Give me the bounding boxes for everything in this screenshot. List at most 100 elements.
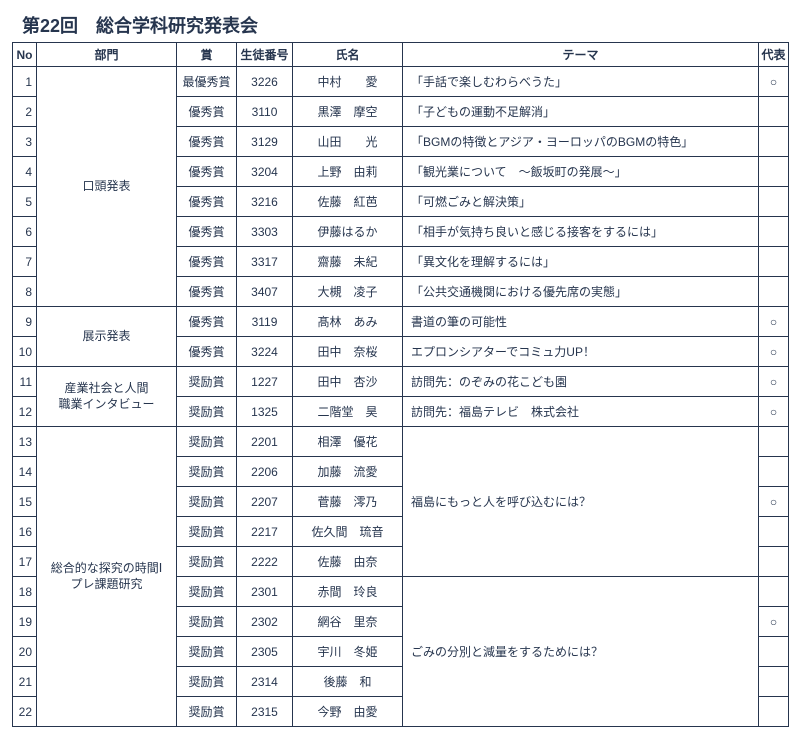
cell-rep <box>759 667 789 697</box>
cell-rep <box>759 217 789 247</box>
cell-id: 2314 <box>237 667 293 697</box>
cell-theme: 福島にもっと人を呼び込むには？ <box>403 427 759 577</box>
cell-name: 佐藤 紅芭 <box>293 187 403 217</box>
cell-theme: 「公共交通機関における優先席の実態」 <box>403 277 759 307</box>
cell-theme: エプロンシアターでコミュ力UP！ <box>403 337 759 367</box>
cell-award: 最優秀賞 <box>177 67 237 97</box>
cell-id: 2222 <box>237 547 293 577</box>
cell-no: 18 <box>13 577 37 607</box>
cell-name: 宇川 冬姫 <box>293 637 403 667</box>
cell-id: 3303 <box>237 217 293 247</box>
cell-name: 菅藤 澪乃 <box>293 487 403 517</box>
cell-award: 優秀賞 <box>177 217 237 247</box>
cell-rep <box>759 247 789 277</box>
cell-rep: ○ <box>759 397 789 427</box>
cell-name: 後藤 和 <box>293 667 403 697</box>
cell-award: 優秀賞 <box>177 187 237 217</box>
cell-award: 奨励賞 <box>177 457 237 487</box>
cell-id: 2315 <box>237 697 293 727</box>
cell-dept: 産業社会と人間 職業インタビュー <box>37 367 177 427</box>
cell-id: 3119 <box>237 307 293 337</box>
cell-rep: ○ <box>759 67 789 97</box>
cell-id: 3216 <box>237 187 293 217</box>
cell-rep <box>759 517 789 547</box>
cell-id: 3224 <box>237 337 293 367</box>
cell-dept: 総合的な探究の時間Ⅰ プレ課題研究 <box>37 427 177 727</box>
cell-rep <box>759 577 789 607</box>
col-header-theme: テーマ <box>403 43 759 67</box>
cell-award: 優秀賞 <box>177 307 237 337</box>
cell-no: 13 <box>13 427 37 457</box>
cell-rep <box>759 187 789 217</box>
cell-award: 奨励賞 <box>177 697 237 727</box>
cell-award: 奨励賞 <box>177 667 237 697</box>
col-header-name: 氏名 <box>293 43 403 67</box>
cell-id: 3204 <box>237 157 293 187</box>
cell-award: 奨励賞 <box>177 367 237 397</box>
table-row: 11産業社会と人間 職業インタビュー奨励賞1227田中 杏沙訪問先：のぞみの花こ… <box>13 367 789 397</box>
col-header-award: 賞 <box>177 43 237 67</box>
cell-award: 優秀賞 <box>177 127 237 157</box>
cell-no: 15 <box>13 487 37 517</box>
cell-id: 3226 <box>237 67 293 97</box>
cell-name: 田中 奈桜 <box>293 337 403 367</box>
cell-award: 優秀賞 <box>177 157 237 187</box>
cell-no: 3 <box>13 127 37 157</box>
cell-no: 19 <box>13 607 37 637</box>
cell-id: 1325 <box>237 397 293 427</box>
cell-theme: 「子どもの運動不足解消」 <box>403 97 759 127</box>
cell-name: 上野 由莉 <box>293 157 403 187</box>
cell-no: 4 <box>13 157 37 187</box>
cell-theme: 「BGMの特徴とアジア・ヨーロッパのBGMの特色」 <box>403 127 759 157</box>
cell-id: 2207 <box>237 487 293 517</box>
cell-rep <box>759 277 789 307</box>
cell-no: 7 <box>13 247 37 277</box>
cell-id: 2301 <box>237 577 293 607</box>
cell-award: 優秀賞 <box>177 337 237 367</box>
cell-name: 黒澤 摩空 <box>293 97 403 127</box>
cell-award: 奨励賞 <box>177 637 237 667</box>
cell-award: 優秀賞 <box>177 277 237 307</box>
cell-rep <box>759 97 789 127</box>
cell-award: 奨励賞 <box>177 547 237 577</box>
cell-no: 22 <box>13 697 37 727</box>
page-title: 第22回 総合学科研究発表会 <box>22 12 788 38</box>
col-header-id: 生徒番号 <box>237 43 293 67</box>
cell-name: 網谷 里奈 <box>293 607 403 637</box>
cell-rep: ○ <box>759 487 789 517</box>
col-header-rep: 代表 <box>759 43 789 67</box>
cell-theme: ごみの分別と減量をするためには？ <box>403 577 759 727</box>
cell-dept: 口頭発表 <box>37 67 177 307</box>
cell-id: 2217 <box>237 517 293 547</box>
cell-name: 加藤 流愛 <box>293 457 403 487</box>
cell-name: 髙林 あみ <box>293 307 403 337</box>
cell-rep <box>759 637 789 667</box>
cell-name: 大槻 凌子 <box>293 277 403 307</box>
cell-award: 奨励賞 <box>177 487 237 517</box>
cell-no: 6 <box>13 217 37 247</box>
cell-award: 奨励賞 <box>177 607 237 637</box>
table-row: 1口頭発表最優秀賞3226中村 愛「手話で楽しむわらべうた」○ <box>13 67 789 97</box>
cell-theme: 「観光業について ～飯坂町の発展～」 <box>403 157 759 187</box>
cell-theme: 書道の筆の可能性 <box>403 307 759 337</box>
cell-no: 11 <box>13 367 37 397</box>
cell-name: 赤間 玲良 <box>293 577 403 607</box>
cell-no: 12 <box>13 397 37 427</box>
cell-no: 9 <box>13 307 37 337</box>
cell-id: 3407 <box>237 277 293 307</box>
cell-id: 3317 <box>237 247 293 277</box>
cell-name: 齋藤 未紀 <box>293 247 403 277</box>
cell-no: 14 <box>13 457 37 487</box>
cell-award: 奨励賞 <box>177 397 237 427</box>
cell-id: 3110 <box>237 97 293 127</box>
cell-rep <box>759 457 789 487</box>
table-body: 1口頭発表最優秀賞3226中村 愛「手話で楽しむわらべうた」○2優秀賞3110黒… <box>13 67 789 727</box>
cell-rep: ○ <box>759 367 789 397</box>
cell-award: 奨励賞 <box>177 517 237 547</box>
table-row: 13総合的な探究の時間Ⅰ プレ課題研究奨励賞2201相澤 優花福島にもっと人を呼… <box>13 427 789 457</box>
table-row: 9展示発表優秀賞3119髙林 あみ書道の筆の可能性○ <box>13 307 789 337</box>
cell-name: 佐久間 琉音 <box>293 517 403 547</box>
cell-theme: 訪問先：福島テレビ 株式会社 <box>403 397 759 427</box>
cell-name: 今野 由愛 <box>293 697 403 727</box>
cell-award: 奨励賞 <box>177 577 237 607</box>
